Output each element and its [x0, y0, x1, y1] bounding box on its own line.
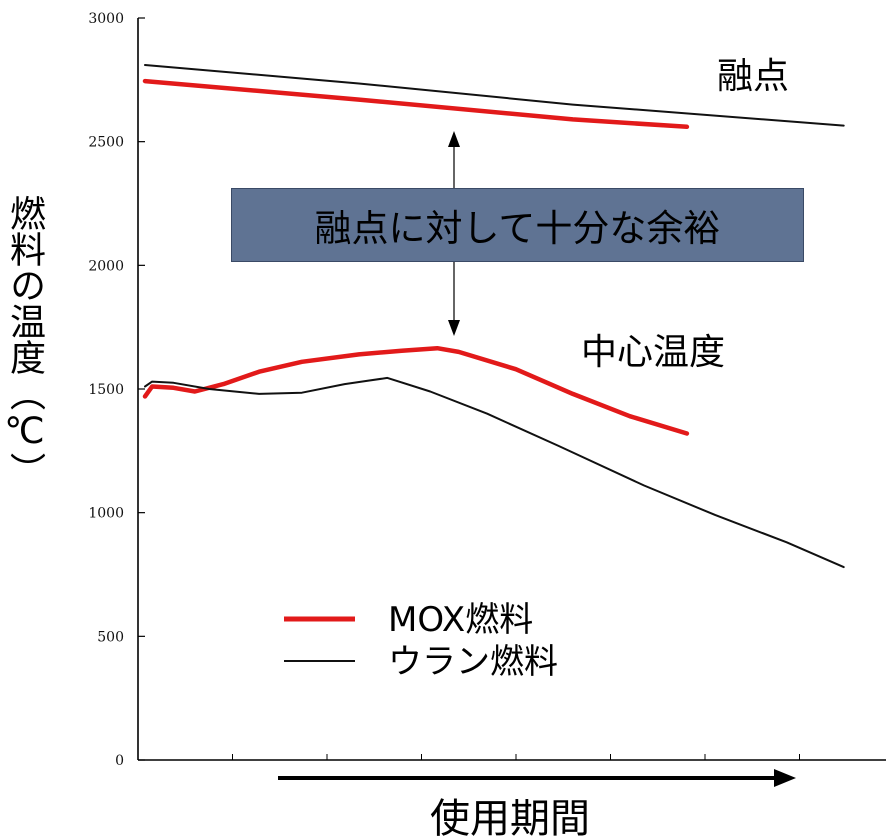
- series-line-uranium-center-temp: [144, 376, 845, 569]
- margin-callout-box: 融点に対して十分な余裕: [231, 188, 804, 262]
- x-ticks: [232, 754, 800, 760]
- y-tick-label: 3000: [88, 11, 124, 27]
- y-tick-label: 2000: [88, 258, 124, 274]
- series-line-uranium-melting-point: [144, 64, 845, 127]
- legend-label-mox: MOX燃料: [388, 600, 533, 640]
- y-tick-label: 2500: [88, 135, 124, 151]
- y-ticks: 0 500 1000 1500 2000 2500 3000: [88, 11, 145, 769]
- melting-point-label: 融点: [717, 56, 789, 97]
- center-temp-label: 中心温度: [581, 332, 725, 373]
- y-tick-label: 1000: [88, 506, 124, 522]
- legend-label-uranium: ウラン燃料: [388, 642, 558, 682]
- series-line-mox-melting-point: [142, 78, 690, 130]
- y-tick-label: 1500: [88, 382, 124, 398]
- legend: MOX燃料 ウラン燃料: [284, 600, 558, 682]
- margin-callout-text: 融点に対して十分な余裕: [314, 207, 721, 250]
- y-tick-label: 500: [97, 629, 124, 645]
- y-tick-label: 0: [115, 753, 124, 769]
- series-layer: [142, 64, 845, 569]
- x-axis-label: 使用期間: [430, 796, 590, 838]
- time-arrow: [278, 769, 796, 787]
- series-line-mox-center-temp: [142, 345, 690, 436]
- y-axis-label-container: 燃料の温度（℃）: [4, 195, 45, 535]
- y-axis-label: 燃料の温度（℃）: [4, 195, 45, 488]
